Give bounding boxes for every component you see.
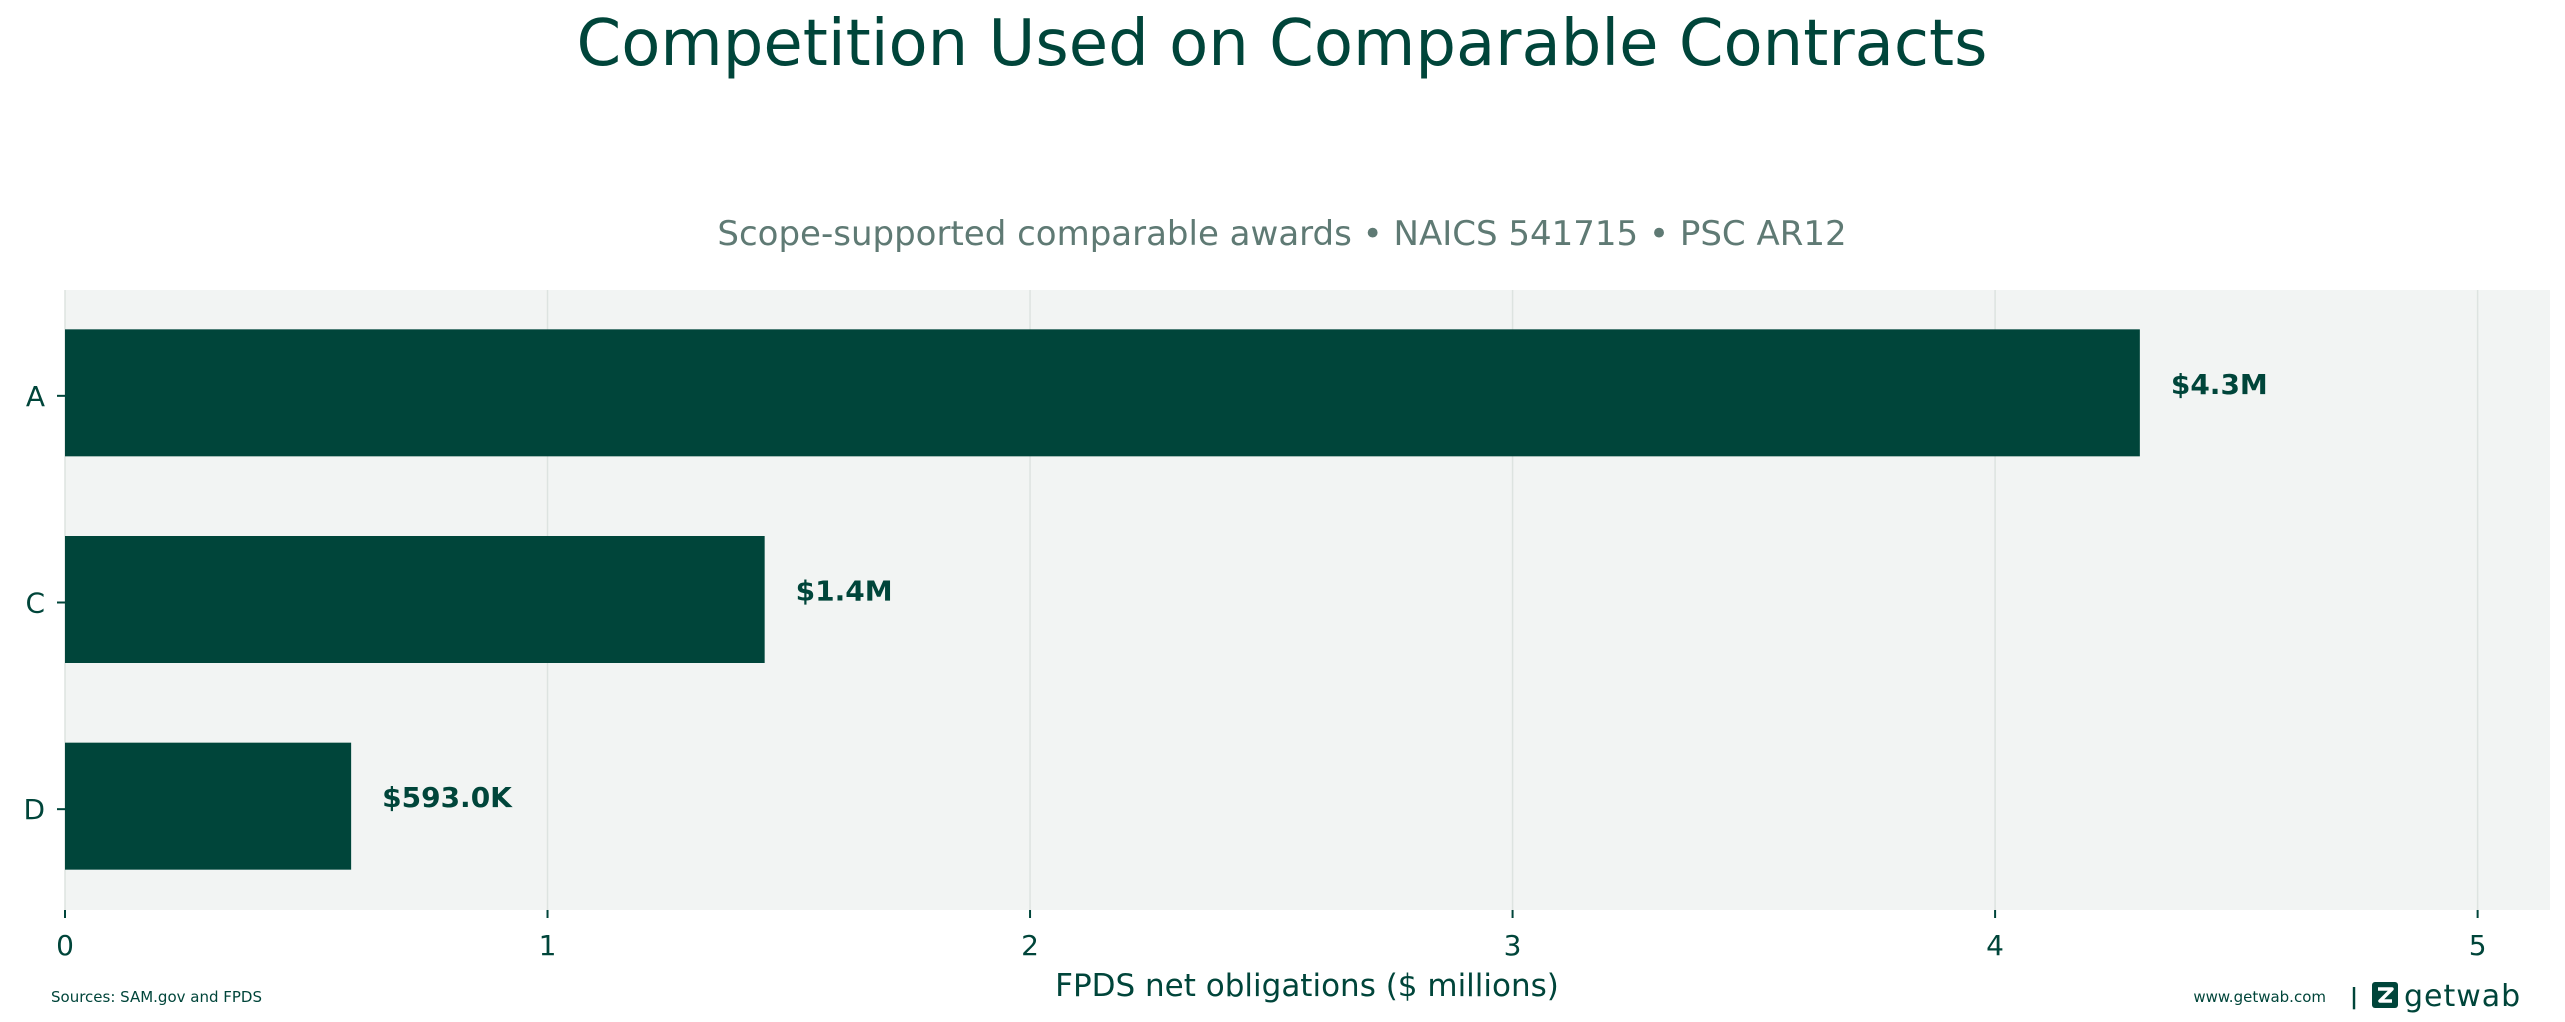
x-tick-label-2: 2 bbox=[1021, 929, 1039, 962]
y-tick-label-A: A bbox=[26, 380, 45, 413]
bar-A[interactable] bbox=[65, 329, 2140, 457]
brand-name: getwab bbox=[2404, 979, 2521, 1014]
bar-C[interactable] bbox=[65, 536, 765, 663]
data-label-D: $593.0K bbox=[382, 781, 513, 814]
x-tick-label-5: 5 bbox=[2469, 929, 2487, 962]
chart-title: Competition Used on Comparable Contracts bbox=[577, 7, 1988, 81]
data-labels: $4.3M $1.4M $593.0K bbox=[382, 368, 2268, 814]
bar-D[interactable] bbox=[65, 742, 352, 870]
x-tick-label-0: 0 bbox=[56, 929, 74, 962]
y-axis-ticks: A C D bbox=[23, 380, 65, 826]
data-label-A: $4.3M bbox=[2171, 368, 2268, 401]
y-tick-label-D: D bbox=[23, 793, 45, 826]
x-tick-label-4: 4 bbox=[1986, 929, 2004, 962]
x-tick-label-3: 3 bbox=[1504, 929, 1522, 962]
getwab-logo-icon bbox=[2372, 982, 2398, 1008]
x-axis-label: FPDS net obligations ($ millions) bbox=[1055, 968, 1559, 1004]
y-tick-label-C: C bbox=[25, 587, 45, 620]
footer-website[interactable]: www.getwab.com bbox=[2193, 988, 2326, 1006]
bars bbox=[65, 329, 2140, 870]
x-tick-label-1: 1 bbox=[539, 929, 557, 962]
footer-sources: Sources: SAM.gov and FPDS bbox=[51, 988, 262, 1006]
chart-subtitle: Scope-supported comparable awards • NAIC… bbox=[717, 214, 1846, 254]
footer-separator: | bbox=[2350, 985, 2358, 1010]
x-axis-ticks: 0 1 2 3 4 5 bbox=[56, 910, 2487, 962]
data-label-C: $1.4M bbox=[796, 575, 893, 608]
